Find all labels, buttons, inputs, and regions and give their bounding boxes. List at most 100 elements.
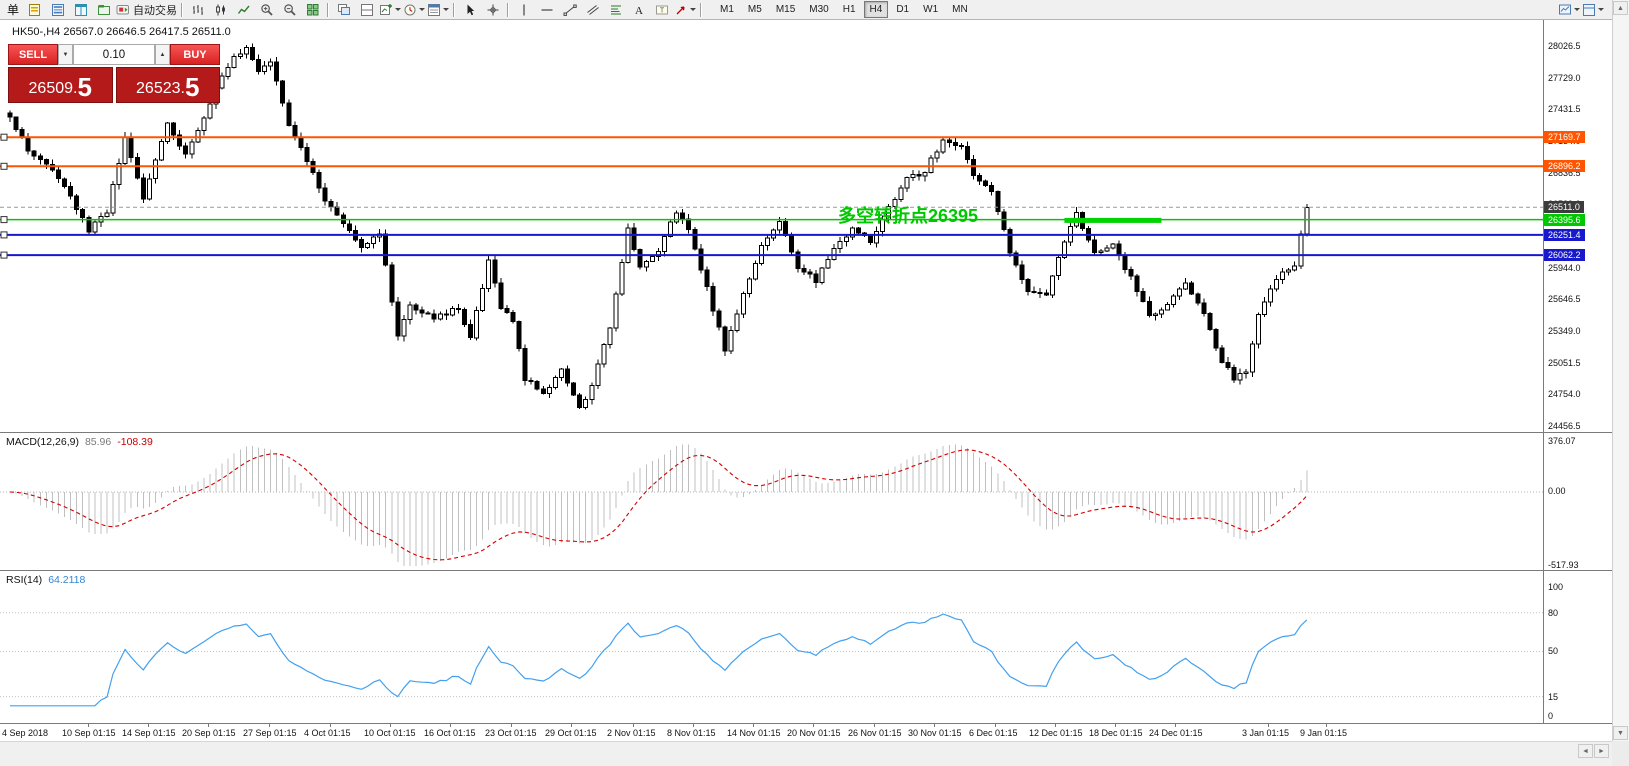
period-icon[interactable] (402, 1, 426, 18)
timeframe-m1-button[interactable]: M1 (720, 4, 734, 15)
chart-profiles-icon[interactable] (1581, 1, 1605, 18)
macd-panel-separator[interactable] (0, 432, 1612, 433)
tile-windows-icon[interactable] (301, 1, 324, 18)
trendline-icon[interactable] (558, 1, 581, 18)
price-axis-label: 27431.5 (1548, 104, 1581, 115)
navigator-icon (97, 4, 110, 15)
cursor-icon[interactable] (458, 1, 481, 18)
price-badge-26062.2: 26062.2 (1544, 249, 1585, 262)
rsi-axis-label: 50 (1548, 646, 1559, 656)
buy-price-display[interactable]: 26523. 5 (115, 67, 220, 103)
channel-icon[interactable] (581, 1, 604, 18)
vertical-scrollbar[interactable] (1612, 0, 1629, 741)
timeframe-group: M1 M5 M15 M30 H1 H4 D1 W1 MN (713, 1, 975, 18)
bar-chart-icon[interactable] (186, 1, 209, 18)
new-order-icon[interactable] (23, 1, 46, 18)
time-axis-tick (511, 724, 512, 727)
time-axis-label: 24 Dec 01:15 (1149, 728, 1203, 738)
template-icon (428, 3, 441, 16)
arrows-icon (676, 5, 685, 14)
time-axis-tick (753, 724, 754, 727)
time-axis-label: 27 Sep 01:15 (243, 728, 297, 738)
price-axis-label: 25646.5 (1548, 294, 1581, 305)
timeframe-m5-button[interactable]: M5 (747, 4, 762, 15)
template-icon[interactable] (426, 1, 450, 18)
zoom-in-icon (260, 3, 273, 16)
time-axis-tick (450, 724, 451, 727)
rsi-name: RSI(14) (6, 574, 43, 586)
macd-axis-label: 376.07 (1548, 436, 1576, 446)
time-axis-tick (330, 724, 331, 727)
new-chart-icon (380, 3, 393, 15)
arrows-icon[interactable] (673, 1, 697, 18)
volume-up-button[interactable]: ▲ (155, 44, 170, 65)
price-axis-label: 25349.0 (1548, 326, 1581, 336)
toolbar-separator (507, 2, 510, 17)
text-icon[interactable]: A (627, 1, 650, 18)
volume-input[interactable]: 0.10 (73, 44, 155, 65)
sell-button[interactable]: SELL (8, 44, 58, 65)
zoom-out-icon[interactable] (278, 1, 301, 18)
crosshair-icon[interactable] (481, 1, 504, 18)
arrange-windows-icon[interactable] (355, 1, 378, 18)
time-axis-tick (693, 724, 694, 727)
down-arrow-icon: ▼ (1617, 729, 1624, 737)
pivot-annotation[interactable]: 多空转折点26395 (838, 206, 979, 226)
dropdown-caret-icon (1598, 8, 1604, 11)
horizontal-line-icon[interactable] (535, 1, 558, 18)
vertical-line-icon[interactable] (512, 1, 535, 18)
candlestick-chart-icon[interactable] (209, 1, 232, 18)
scroll-up-button[interactable]: ▲ (1613, 1, 1628, 15)
trendline-icon (563, 4, 577, 16)
volume-down-button[interactable]: ▼ (58, 44, 73, 65)
time-axis-tick (934, 724, 935, 727)
timeframe-m15-button[interactable]: M15 (775, 4, 796, 15)
timeframe-m30-button[interactable]: M30 (809, 4, 829, 15)
cascade-windows-icon[interactable] (332, 1, 355, 18)
scroll-down-button[interactable]: ▼ (1613, 726, 1628, 740)
timeframe-d1-button[interactable]: D1 (896, 4, 910, 15)
price-axis-label: 24456.5 (1548, 421, 1581, 431)
price-badge-26896.2: 26896.2 (1544, 160, 1585, 173)
time-axis-label: 20 Sep 01:15 (182, 728, 236, 738)
sell-price-display[interactable]: 26509. 5 (8, 67, 113, 103)
timeframe-h1-button[interactable]: H1 (842, 4, 856, 15)
data-window-icon[interactable] (69, 1, 92, 18)
new-chart-icon[interactable] (378, 1, 402, 18)
macd-main-value: 85.96 (84, 436, 112, 448)
navigator-icon[interactable] (92, 1, 115, 18)
zoom-in-icon[interactable] (255, 1, 278, 18)
left-arrow-icon: ◄ (1582, 747, 1589, 755)
market-watch-icon[interactable] (46, 1, 69, 18)
open-charts-icon[interactable] (1557, 1, 1581, 18)
timeframe-h4-button[interactable]: H4 (863, 1, 889, 18)
toolbar: 单 自动交易 A T M1 M5 M15 M30 H1 H4 D1 W1 MN (0, 0, 1612, 20)
fibonacci-icon[interactable] (604, 1, 627, 18)
sell-price-dot: . (73, 80, 78, 97)
label-icon[interactable]: T (650, 1, 673, 18)
time-axis-label: 9 Jan 01:15 (1300, 728, 1348, 738)
rsi-panel-separator[interactable] (0, 570, 1612, 571)
horizontal-scrollbar[interactable] (0, 741, 1612, 766)
autotrading-icon (116, 4, 130, 14)
time-axis-label: 20 Nov 01:15 (787, 728, 841, 738)
scroll-right-button[interactable]: ► (1594, 744, 1609, 758)
one-click-trading-panel: SELL ▼ 0.10 ▲ BUY 26509. 5 26523. 5 (8, 44, 220, 103)
bar-chart-icon (192, 4, 203, 15)
tile-windows-icon (306, 3, 319, 15)
autotrading-label: 自动交易 (133, 4, 178, 17)
timeframe-w1-button[interactable]: W1 (923, 4, 939, 15)
orders-menu-label[interactable]: 单 (7, 3, 20, 17)
buy-button[interactable]: BUY (170, 44, 220, 65)
time-axis-tick (390, 724, 391, 727)
timeframe-mn-button[interactable]: MN (952, 4, 968, 15)
time-axis: 4 Sep 2018 10 Sep 01:15 14 Sep 01:15 20 Sep… (0, 723, 1612, 741)
trade-prices-row: 26509. 5 26523. 5 (8, 67, 220, 103)
price-axis-label: 25051.5 (1548, 357, 1581, 368)
time-axis-label: 3 Jan 01:15 (1242, 728, 1290, 738)
autotrading-button[interactable]: 自动交易 (115, 1, 178, 18)
line-chart-icon[interactable] (232, 1, 255, 18)
buy-price-digits: 26523 (136, 80, 181, 97)
scroll-left-button[interactable]: ◄ (1578, 744, 1593, 758)
